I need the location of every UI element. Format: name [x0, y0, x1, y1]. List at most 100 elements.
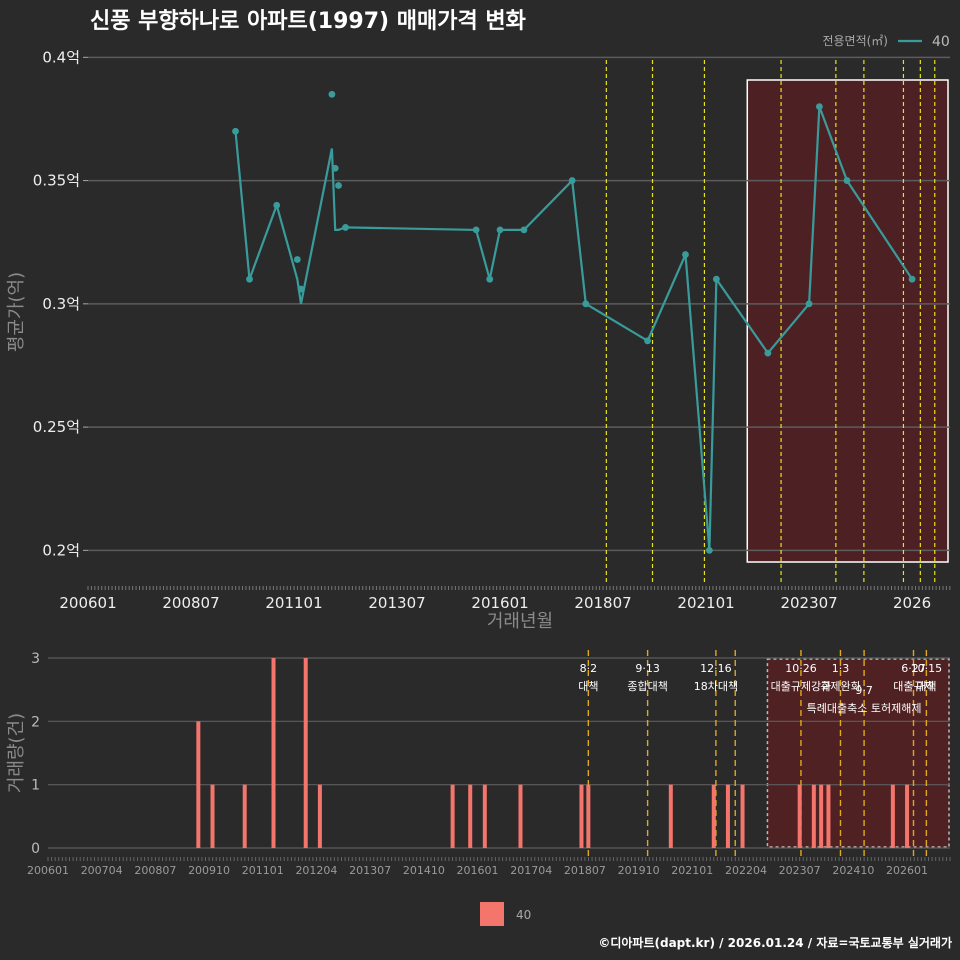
volume-bar-6 [450, 784, 455, 848]
volume-bar-12 [668, 784, 673, 848]
x-tick-label-7: 202307 [780, 594, 837, 612]
price-point-18 [712, 275, 720, 283]
price-point-4 [297, 285, 305, 293]
vol-x-tick-label-5: 201204 [295, 864, 337, 877]
y-tick-label-4: 0.4억 [42, 48, 80, 66]
vol-legend-key [480, 902, 504, 926]
volume-bar-13 [711, 784, 716, 848]
volume-bar-18 [819, 784, 824, 848]
policy-date-7: 10·15 [911, 662, 943, 675]
policy-name-3: 대출규제강화 [771, 680, 832, 693]
volume-bar-7 [468, 784, 473, 848]
policy-name-1: 종합대책 [627, 680, 667, 693]
volume-bar-21 [905, 784, 910, 848]
policy-name-5: 특례대출축소 토허제해제 [807, 701, 922, 715]
volume-bar-15 [740, 784, 745, 848]
volume-bar-11 [586, 784, 591, 848]
price-point-14 [582, 300, 590, 308]
policy-name-6: 대출규제 [893, 680, 933, 693]
volume-bar-3 [271, 658, 276, 848]
volume-bar-1 [210, 784, 215, 848]
x-tick-label-8: 2026 [893, 594, 931, 612]
volume-plot: 0 1 2 3 8·2 대책 9·13 종합대책 12·16 18차대책 10·26 대출규제강화1·… [6, 650, 951, 877]
policy-date-4: 1·3 [832, 662, 850, 675]
policy-name-2: 18차대책 [694, 680, 738, 693]
volume-bar-20 [890, 784, 895, 848]
volume-bar-2 [242, 784, 247, 848]
vol-x-tick-label-16: 202601 [886, 864, 928, 877]
price-point-16 [682, 251, 689, 258]
volume-bar-16 [797, 784, 802, 848]
volume-bar-19 [826, 784, 831, 848]
y-tick-label-2: 0.3억 [42, 295, 80, 313]
legend-title: 전용면적(㎡) [822, 34, 888, 48]
price-point-11 [496, 226, 504, 234]
y-tick-label-3: 0.35억 [33, 172, 80, 190]
vol-x-tick-label-0: 200601 [27, 864, 69, 877]
price-point-3 [293, 256, 301, 263]
price-point-15 [644, 337, 651, 345]
price-point-0 [232, 127, 239, 135]
policy-date-5: 9·7 [855, 684, 873, 697]
vol-x-tick-label-8: 201601 [457, 864, 499, 877]
y-tick-label-0: 0.2억 [42, 541, 80, 559]
vol-x-tick-label-2: 200807 [134, 864, 176, 877]
volume-bar-8 [482, 784, 487, 848]
vol-x-tick-label-1: 200704 [81, 864, 123, 877]
volume-bar-4 [303, 658, 308, 848]
x-tick-label-5: 201807 [574, 594, 631, 612]
price-point-23 [908, 275, 916, 283]
x-tick-label-1: 200807 [162, 594, 219, 612]
price-point-21 [815, 103, 823, 111]
chart-title: 신풍 부향하나로 아파트(1997) 매매가격 변화 [90, 9, 526, 34]
vol-y-axis-title: 거래량(건) [6, 713, 27, 793]
vol-x-tick-label-6: 201307 [349, 864, 391, 877]
legend-label: 40 [932, 34, 950, 50]
x-tick-label-2: 201101 [265, 594, 322, 612]
price-point-9 [472, 226, 480, 234]
price-point-22 [843, 177, 851, 184]
price-point-19 [764, 349, 772, 357]
price-point-13 [568, 177, 576, 184]
y-tick-label-1: 0.25억 [33, 418, 80, 436]
price-point-2 [273, 201, 281, 209]
policy-date-1: 9·13 [635, 662, 660, 675]
volume-bar-10 [579, 784, 584, 848]
vol-x-tick-label-11: 201910 [618, 864, 660, 877]
price-point-1 [246, 275, 253, 283]
vol-y-tick-label-1: 1 [31, 778, 40, 794]
volume-bar-0 [196, 721, 201, 848]
vol-legend-label: 40 [516, 908, 531, 922]
price-point-17 [705, 546, 713, 554]
policy-name-0: 대책 [578, 680, 598, 693]
x-tick-label-6: 202101 [677, 594, 734, 612]
volume-bar-17 [811, 784, 816, 848]
x-axis-title: 거래년월 [487, 611, 553, 632]
legends: 전용면적(㎡) 40 40 [480, 34, 950, 926]
price-point-7 [335, 182, 342, 189]
vol-y-tick-label-0: 0 [31, 841, 40, 857]
vol-x-tick-label-3: 200910 [188, 864, 230, 877]
price-line [234, 106, 914, 551]
vol-y-tick-label-2: 2 [31, 714, 40, 730]
vol-x-tick-label-12: 202101 [671, 864, 713, 877]
vol-x-tick-label-9: 201704 [510, 864, 552, 877]
volume-bar-9 [518, 784, 523, 848]
policy-date-3: 10·26 [785, 662, 817, 675]
y-axis-title: 평균가(억) [6, 272, 27, 352]
vol-x-tick-label-7: 201410 [403, 864, 445, 877]
price-plot: 0.2억 0.25억 0.3억 0.35억 0.4억 200601 200807 201101… [6, 48, 951, 632]
volume-bar-14 [725, 784, 730, 848]
x-tick-label-3: 201307 [368, 594, 425, 612]
vol-x-tick-label-4: 201101 [242, 864, 284, 877]
policy-name-4: 규제완화 [820, 680, 860, 693]
vol-y-tick-label-3: 3 [31, 651, 40, 667]
policy-date-0: 8·2 [580, 662, 598, 675]
policy-date-6: 6·27 [901, 662, 926, 675]
vol-x-tick-label-13: 202204 [725, 864, 767, 877]
vol-x-tick-label-15: 202410 [832, 864, 874, 877]
price-point-20 [805, 300, 813, 308]
policy-name-7: 대책 [916, 680, 936, 693]
